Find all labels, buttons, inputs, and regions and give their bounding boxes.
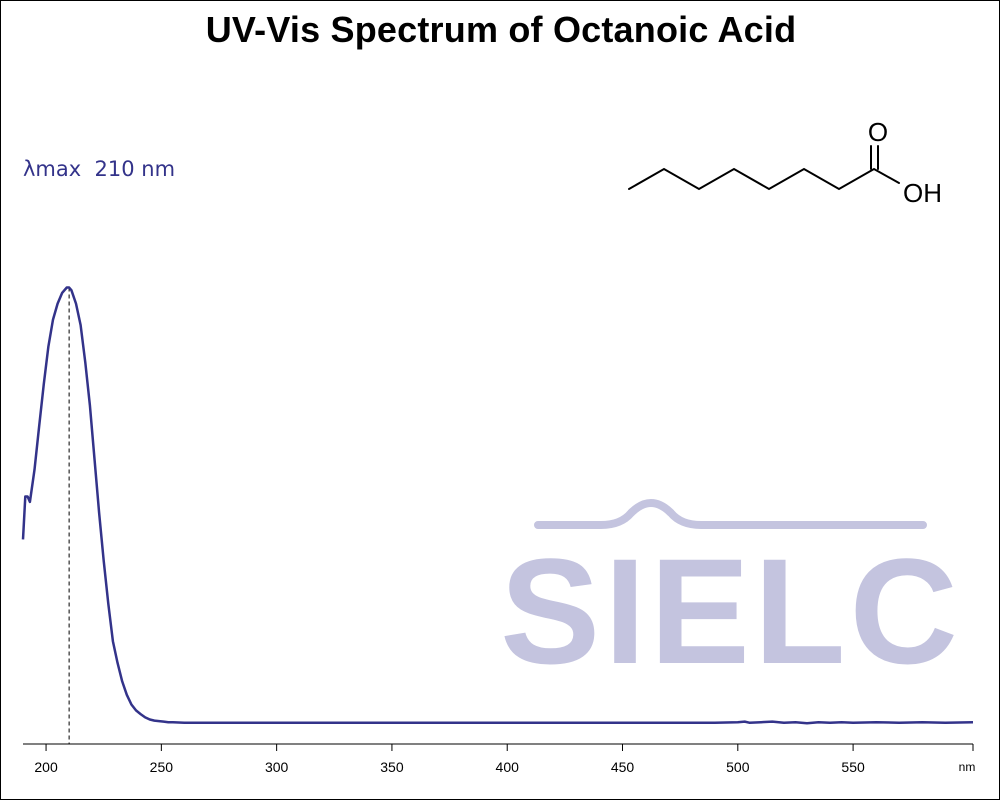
spectrum-line	[21, 286, 974, 725]
x-tick-label: 350	[380, 759, 404, 775]
sielc-watermark-logo: SIELC	[500, 499, 962, 695]
octanoic-acid-structure: O OH	[628, 117, 942, 208]
x-tick-label: 550	[841, 759, 865, 775]
x-unit-label: nm	[959, 760, 976, 774]
x-tick-label: 300	[265, 759, 289, 775]
lambda-max-label: λmax 210 nm	[23, 157, 175, 181]
chart-title: UV-Vis Spectrum of Octanoic Acid	[205, 9, 797, 50]
carbon-chain	[628, 167, 900, 191]
x-tick-label: 400	[496, 759, 520, 775]
watermark-wave	[534, 499, 927, 529]
x-tick-label: 200	[34, 759, 58, 775]
carbonyl-oxygen-label: O	[868, 117, 888, 147]
watermark-text: SIELC	[500, 527, 962, 695]
x-tick-label: 500	[726, 759, 750, 775]
x-axis-ticks: 200 250 300 350 400 450 500 550	[34, 744, 974, 775]
x-tick-label: 250	[150, 759, 174, 775]
hydroxyl-label: OH	[903, 178, 942, 208]
x-tick-label: 450	[611, 759, 635, 775]
